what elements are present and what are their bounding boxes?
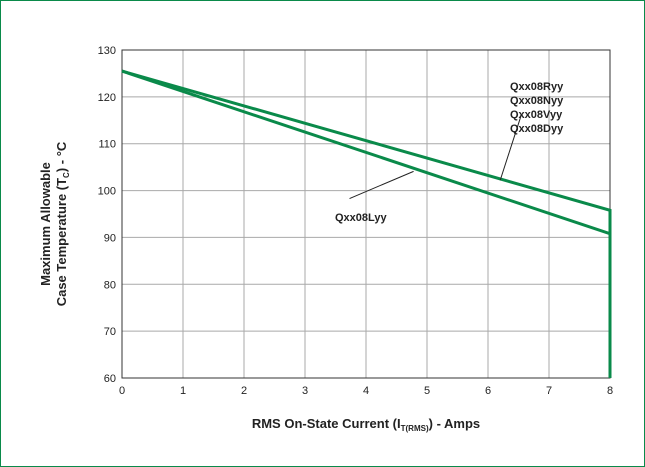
series-label-rnvd-4: Qxx08Dyy — [510, 123, 564, 135]
x-tick-label: 5 — [424, 385, 430, 397]
x-tick-label: 7 — [546, 385, 552, 397]
series-lines — [121, 69, 612, 378]
x-tick-label: 4 — [363, 385, 369, 397]
y-axis-title-line1: Maximum Allowable — [38, 162, 53, 286]
y-tick-label: 80 — [104, 279, 116, 291]
x-tick-labels: 0 1 2 3 4 5 6 7 8 — [119, 385, 613, 397]
x-tick-label: 6 — [485, 385, 491, 397]
x-tick-label: 2 — [241, 385, 247, 397]
leader-l — [349, 170, 414, 199]
series-label-rnvd-3: Qxx08Vyy — [510, 109, 563, 121]
y-tick-label: 100 — [98, 186, 116, 198]
y-tick-label: 70 — [104, 326, 116, 338]
x-tick-label: 0 — [119, 385, 125, 397]
y-tick-label: 130 — [98, 45, 116, 57]
y-tick-labels: 60 70 80 90 100 110 120 130 — [98, 45, 116, 385]
y-axis-title-line2: Case Temperature (TC) - °C — [54, 141, 71, 306]
annotation-leaders — [349, 114, 523, 199]
y-tick-label: 90 — [104, 232, 116, 244]
series-label-rnvd-2: Qxx08Nyy — [510, 95, 564, 107]
y-tick-label: 110 — [98, 139, 116, 151]
y-tick-label: 60 — [104, 373, 116, 385]
series-label-rnvd-1: Qxx08Ryy — [510, 81, 564, 93]
x-tick-label: 1 — [180, 385, 186, 397]
x-tick-label: 3 — [302, 385, 308, 397]
y-tick-label: 120 — [98, 92, 116, 104]
y-axis-title: Maximum Allowable Case Temperature (TC) … — [38, 141, 71, 306]
series-line-1 — [121, 69, 612, 378]
series-label-l: Qxx08Lyy — [335, 212, 387, 224]
x-axis-title: RMS On-State Current (IT(RMS)) - Amps — [252, 416, 480, 433]
x-tick-label: 8 — [607, 385, 613, 397]
leader-rnvd — [499, 114, 523, 181]
